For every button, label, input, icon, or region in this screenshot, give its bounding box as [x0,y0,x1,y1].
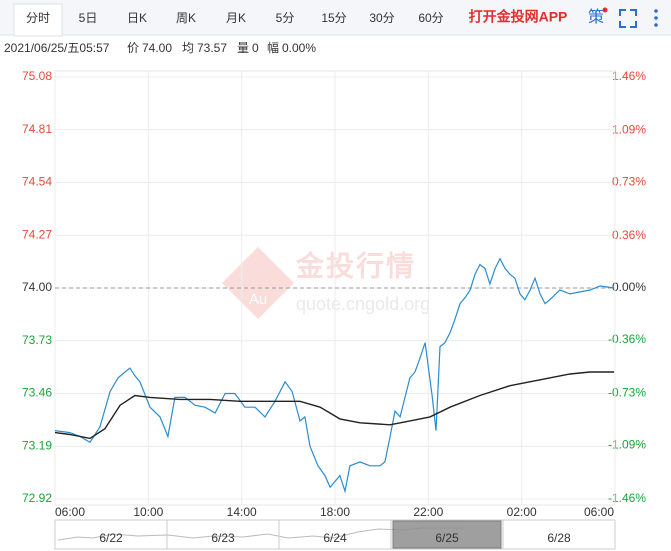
y2-tick-label: -1.09% [608,438,646,452]
navigator-date: 6/24 [323,531,347,545]
tab[interactable]: 周K [176,11,196,25]
info-volume: 0 [252,41,259,55]
tab-group: 分时 5日 日K 周K 月K 5分 15分 30分 60分 [13,3,444,37]
y2-tick-label: 0.00% [612,280,646,294]
more-button[interactable] [654,9,658,27]
info-volume-label: 量 [237,41,249,55]
x-tick-label: 18:00 [320,505,350,519]
y-tick-label: 74.00 [22,280,52,294]
navigator-sparkline [57,527,463,541]
info-price-label: 价 [127,41,139,55]
strategy-button[interactable]: 策 [588,8,604,26]
y2-tick-label: 0.73% [612,175,646,189]
x-tick-label: 14:00 [227,505,257,519]
info-avg: 73.57 [197,41,227,55]
navigator [54,519,616,550]
tab[interactable]: 5日 [79,11,98,25]
tab[interactable]: 5分 [276,11,295,25]
tab-selected [13,3,63,37]
navigator-date: 6/23 [211,531,235,545]
y-tick-label: 74.27 [22,227,52,241]
fullscreen-button[interactable] [619,9,637,28]
y-tick-label: 73.73 [22,333,52,347]
y2-tick-label: 1.46% [612,69,646,83]
tab[interactable]: 月K [226,11,246,25]
app-link[interactable]: 打开金投网APP [469,9,568,25]
x-tick-label: 02:00 [507,505,537,519]
y-tick-label: 73.46 [22,386,52,400]
y-tick-label: 73.19 [22,438,52,452]
y2-tick-label: -0.73% [608,386,646,400]
y2-tick-label: -0.36% [608,332,646,346]
toolbar [0,0,671,35]
info-avg-label: 均 [182,41,194,55]
x-tick-label: 22:00 [413,505,443,519]
tab[interactable]: 分时 [26,11,50,25]
tab[interactable]: 日K [127,11,147,25]
y2-tick-label: 1.09% [612,123,646,137]
notify-dot [602,7,608,13]
x-tick-label: 10:00 [133,505,163,519]
y-tick-label: 75.08 [22,69,52,83]
watermark: Au 金投行情 quote.cngold.org [222,247,430,319]
info-range: 0.00% [282,41,316,55]
watermark-url: quote.cngold.org [296,294,430,314]
info-range-label: 幅 [267,40,279,55]
watermark-logo: Au [249,291,267,308]
tab[interactable]: 60分 [418,11,443,25]
tab[interactable]: 30分 [369,11,394,25]
navigator-date: 6/28 [547,531,571,545]
tab[interactable]: 15分 [321,11,346,25]
y2-tick-label: 0.36% [612,228,646,242]
y-tick-label: 74.54 [22,175,52,189]
navigator-date: 6/22 [99,531,123,545]
y2-tick-label: -1.46% [608,491,646,505]
x-tick-label: 06:00 [55,505,85,519]
navigator-date: 6/25 [435,531,459,545]
y-tick-label: 74.81 [22,122,52,136]
y-tick-label: 72.92 [22,491,52,505]
info-datetime: 2021/06/25/五05:57 [4,41,110,55]
info-price: 74.00 [142,41,172,55]
series-line [54,257,615,494]
x-tick-label: 06:00 [584,505,614,519]
watermark-brand: 金投行情 [295,249,416,281]
series-line [54,371,615,440]
info-line: 2021/06/25/五05:57 价 74.00 均 73.57 量 0 幅 0.00% [4,40,316,55]
navigator-selection[interactable] [392,520,502,549]
